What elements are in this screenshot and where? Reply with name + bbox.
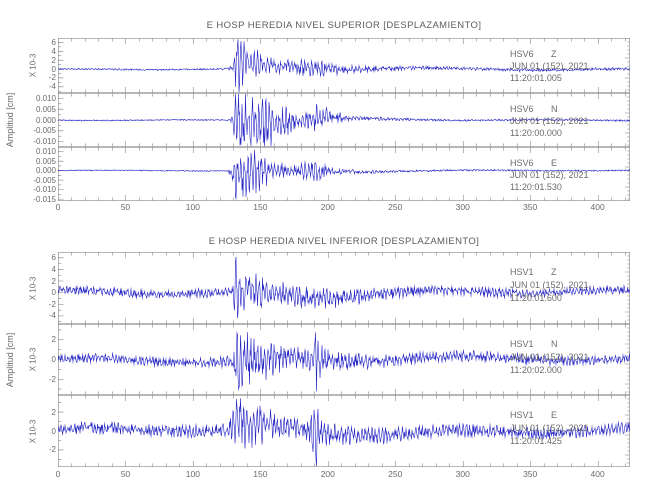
y-tick-label: 2 bbox=[51, 55, 56, 65]
y-tick-label: 4 bbox=[51, 264, 56, 274]
trace-time-label: 11:20:01.005 bbox=[510, 73, 562, 83]
x-tick-label: 200 bbox=[320, 469, 335, 479]
y-tick-label: -0.010 bbox=[33, 137, 56, 147]
scale-factor-label: X 10-3 bbox=[28, 276, 38, 300]
trace-id-label: HSV1 Z bbox=[510, 267, 557, 277]
trace-annotation-hsv1-n: HSV1 N JUN 01 (152), 2021 11:20:02.000 bbox=[510, 338, 589, 377]
y-tick-label: -2 bbox=[48, 73, 56, 83]
x-tick-label: 300 bbox=[455, 202, 470, 212]
trace-plot-hsv6-z bbox=[58, 38, 630, 93]
trace-id-label: HSV6 N bbox=[510, 104, 558, 114]
x-tick-label: 250 bbox=[388, 202, 403, 212]
trace-annotation-hsv1-z: HSV1 Z JUN 01 (152), 2021 11:20:01.600 bbox=[510, 266, 589, 305]
y-tick-label: -4 bbox=[48, 82, 56, 92]
trace-date-label: JUN 01 (152), 2021 bbox=[510, 280, 589, 290]
y-tick-label: 0.005 bbox=[35, 156, 56, 166]
y-tick-label: -2 bbox=[48, 445, 56, 455]
x-tick-label: 100 bbox=[185, 202, 200, 212]
y-tick-label: 0 bbox=[51, 288, 56, 298]
y-tick-label: 2 bbox=[51, 276, 56, 286]
amplitude-axis-label-superior: Amplitud [cm] bbox=[5, 92, 15, 148]
trace-date-label: JUN 01 (152), 2021 bbox=[510, 423, 589, 433]
trace-plot-hsv1-n bbox=[58, 324, 630, 395]
y-tick-label: -2 bbox=[48, 374, 56, 384]
scale-factor-label: X 10-3 bbox=[28, 347, 38, 372]
x-tick-label: 50 bbox=[120, 469, 131, 479]
trace-id-label: HSV1 N bbox=[510, 339, 558, 349]
x-tick-label: 150 bbox=[253, 469, 268, 479]
y-tick-label: 0 bbox=[51, 426, 56, 436]
y-tick-label: 4 bbox=[51, 46, 56, 56]
trace-id-label: HSV6 E bbox=[510, 158, 558, 168]
trace-date-label: JUN 01 (152), 2021 bbox=[510, 352, 589, 362]
trace-time-label: 11:20:00.000 bbox=[510, 128, 562, 138]
y-tick-label: 6 bbox=[51, 37, 56, 47]
y-tick-label: 0.005 bbox=[35, 104, 56, 114]
y-tick-label: -0.015 bbox=[33, 194, 56, 204]
trace-time-label: 11:20:01.600 bbox=[510, 293, 562, 303]
y-tick-label: 0 bbox=[51, 64, 56, 74]
amplitude-axis-label-inferior: Amplitud [cm] bbox=[5, 332, 15, 388]
trace-plot-hsv1-e bbox=[58, 395, 630, 467]
x-tick-label: 200 bbox=[320, 202, 335, 212]
y-tick-label: -4 bbox=[48, 311, 56, 321]
x-tick-label: 350 bbox=[523, 202, 538, 212]
y-tick-label: 2 bbox=[51, 407, 56, 417]
x-tick-label: 350 bbox=[523, 469, 538, 479]
trace-date-label: JUN 01 (152), 2021 bbox=[510, 61, 589, 71]
y-tick-label: -2 bbox=[48, 299, 56, 309]
trace-time-label: 11:20:02.000 bbox=[510, 365, 562, 375]
x-tick-label: 150 bbox=[253, 202, 268, 212]
panel-inferior-title: E HOSP HEREDIA NIVEL INFERIOR [DESPLAZAM… bbox=[208, 236, 480, 247]
y-tick-label: 0.000 bbox=[35, 115, 56, 125]
y-tick-label: 0.010 bbox=[35, 93, 56, 103]
y-tick-label: 0.010 bbox=[35, 147, 56, 157]
x-tick-label: 250 bbox=[388, 469, 403, 479]
y-tick-label: -0.005 bbox=[33, 126, 56, 136]
scale-factor-label: X 10-3 bbox=[28, 53, 38, 78]
x-tick-label: 0 bbox=[55, 202, 61, 212]
trace-plot-hsv6-n bbox=[58, 93, 630, 147]
y-tick-label: 2 bbox=[51, 335, 56, 345]
trace-time-label: 11:20:01.530 bbox=[510, 182, 562, 192]
trace-annotation-hsv6-e: HSV6 E JUN 01 (152), 2021 11:20:01.530 bbox=[510, 157, 589, 193]
trace-plot-hsv6-e bbox=[58, 147, 630, 201]
x-tick-label: 400 bbox=[590, 469, 605, 479]
y-tick-label: -0.010 bbox=[33, 185, 56, 195]
trace-id-label: HSV6 Z bbox=[510, 49, 557, 59]
x-tick-label: 100 bbox=[185, 469, 200, 479]
y-tick-label: 0 bbox=[51, 355, 56, 364]
trace-id-label: HSV1 E bbox=[510, 410, 558, 420]
trace-plot-hsv1-z bbox=[58, 252, 630, 324]
x-tick-label: 50 bbox=[120, 202, 131, 212]
panel-superior-title: E HOSP HEREDIA NIVEL SUPERIOR [DESPLAZAM… bbox=[206, 20, 482, 31]
trace-date-label: JUN 01 (152), 2021 bbox=[510, 170, 589, 180]
y-tick-label: 0.000 bbox=[35, 166, 56, 176]
trace-date-label: JUN 01 (152), 2021 bbox=[510, 116, 589, 126]
trace-annotation-hsv6-z: HSV6 Z JUN 01 (152), 2021 11:20:01.005 bbox=[510, 48, 589, 84]
trace-annotation-hsv6-n: HSV6 N JUN 01 (152), 2021 11:20:00.000 bbox=[510, 103, 589, 139]
y-tick-label: 6 bbox=[51, 253, 56, 263]
trace-time-label: 11:20:01.425 bbox=[510, 436, 562, 446]
x-tick-label: 400 bbox=[590, 202, 605, 212]
x-tick-label: 0 bbox=[55, 469, 61, 479]
y-tick-label: -0.005 bbox=[33, 175, 56, 185]
scale-factor-label: X 10-3 bbox=[28, 419, 38, 443]
trace-annotation-hsv1-e: HSV1 E JUN 01 (152), 2021 11:20:01.425 bbox=[510, 409, 589, 448]
x-tick-label: 300 bbox=[455, 469, 470, 479]
